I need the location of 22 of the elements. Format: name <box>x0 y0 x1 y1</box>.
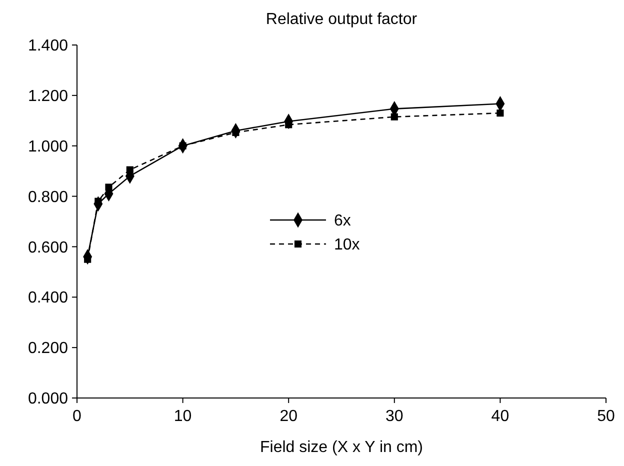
y-tick-label: 0.200 <box>28 340 68 358</box>
point <box>105 184 112 191</box>
x-tick-label: 10 <box>174 408 192 425</box>
y-tick-label: 1.400 <box>28 38 68 55</box>
legend-label: 6x <box>334 212 351 230</box>
point <box>496 110 504 117</box>
point <box>126 166 134 174</box>
x-axis-title: Field size (X x Y in cm) <box>260 439 424 456</box>
y-tick-label: 1.200 <box>28 88 68 106</box>
x-tick-label: 0 <box>72 408 82 425</box>
y-tick-label: 0.600 <box>28 239 68 256</box>
point <box>390 113 398 120</box>
x-tick-label: 20 <box>280 408 298 425</box>
y-tick-label: 0.000 <box>28 390 68 408</box>
x-tick-label: 40 <box>491 408 510 425</box>
y-tick-label: 1.000 <box>28 138 68 156</box>
y-tick-label: 0.400 <box>28 290 68 307</box>
chart-title: Relative output factor <box>266 11 418 28</box>
x-tick-label: 50 <box>597 408 615 425</box>
legend-label: 10x <box>334 236 360 254</box>
x-tick-label: 30 <box>386 408 404 425</box>
y-tick-label: 0.800 <box>28 188 68 206</box>
